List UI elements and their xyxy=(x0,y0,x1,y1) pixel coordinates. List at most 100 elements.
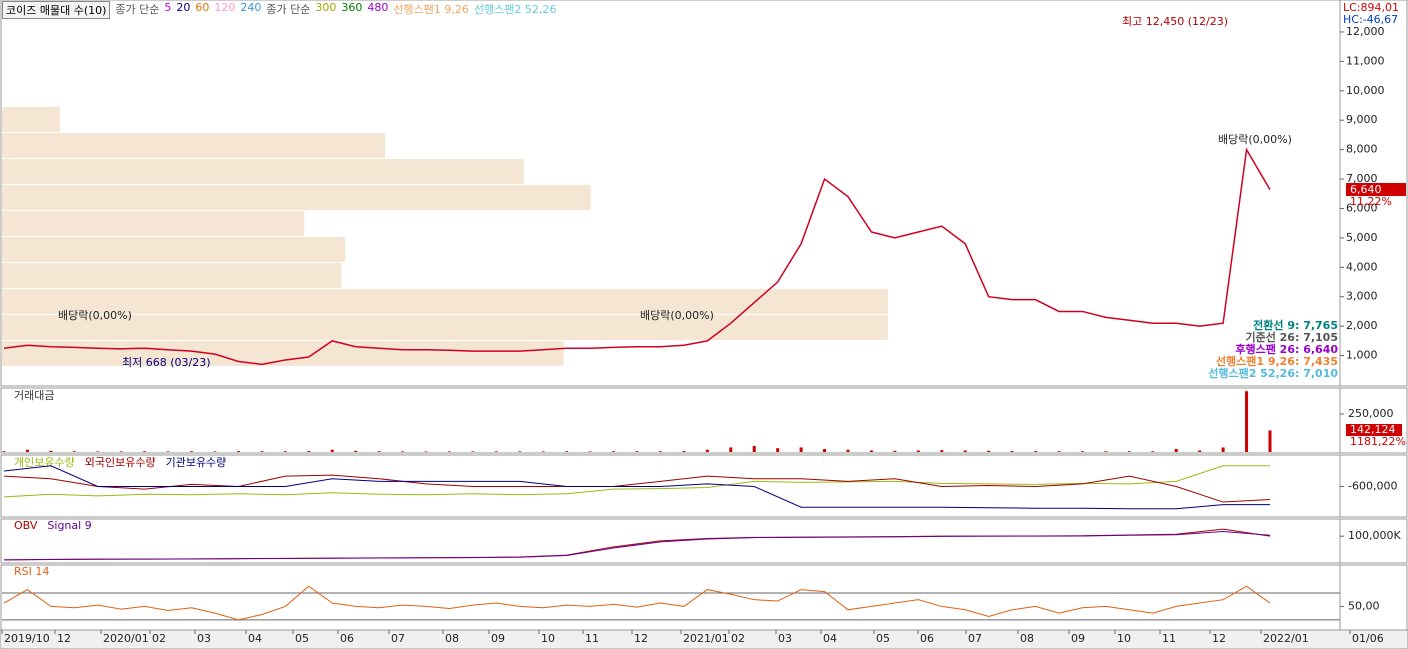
volume-bar xyxy=(565,451,569,452)
last-price: 6,640 xyxy=(1350,183,1382,196)
annotation-low: 최저 668 (03/23) xyxy=(122,356,211,369)
volume-bar xyxy=(1127,451,1131,452)
volume-bar xyxy=(752,445,756,452)
legend-item: 코이즈 매물대 수(10) xyxy=(2,1,111,19)
annotation-high: 최고 12,450 (12/23) xyxy=(1122,15,1228,28)
legend-item: 선행스팬2 52,26 xyxy=(473,3,557,16)
x-tick-label: 04 xyxy=(248,632,262,645)
volume-bar xyxy=(588,451,592,452)
volume-bar xyxy=(987,450,991,452)
y-tick-label: 100,000K xyxy=(1348,529,1401,542)
x-tick-label: 04 xyxy=(823,632,837,645)
x-tick-label: 02 xyxy=(152,632,166,645)
volume-bar xyxy=(471,451,475,452)
legend-item: 240 xyxy=(240,1,262,14)
volume-bar xyxy=(846,449,850,452)
panel-frame xyxy=(0,518,1408,564)
x-tick-label: 11 xyxy=(585,632,599,645)
legend-item: 120 xyxy=(214,1,236,14)
x-tick-label: 01/06 xyxy=(1352,632,1384,645)
volume-bar xyxy=(283,451,287,452)
volume-bar xyxy=(1034,451,1038,452)
legend-item: 5 xyxy=(164,1,172,14)
x-tick-label: 06 xyxy=(920,632,934,645)
volume-profile-bar xyxy=(2,341,564,366)
panel-title: OBV xyxy=(14,519,38,532)
volume-bar xyxy=(776,448,780,452)
price-box xyxy=(1346,183,1406,196)
y-tick-label: -600,000 xyxy=(1348,480,1397,493)
volume-bar xyxy=(49,450,53,452)
volume-bar xyxy=(1268,430,1272,452)
volume-bar xyxy=(612,451,616,452)
x-tick-label: 12 xyxy=(1212,632,1226,645)
volume-bar xyxy=(424,451,428,452)
volume-bar xyxy=(25,449,29,452)
x-tick-label: 10 xyxy=(541,632,555,645)
volume-profile-bar xyxy=(2,159,524,184)
volume-bar xyxy=(1174,448,1178,452)
volume-profile-bar xyxy=(2,315,888,340)
volume-bar xyxy=(1057,451,1061,452)
panel-title: 개인보유수량 xyxy=(14,456,75,469)
panel-frame xyxy=(0,454,1408,518)
x-tick-label: 2019/10 xyxy=(4,632,50,645)
volume-bar xyxy=(1245,391,1249,452)
x-tick-label: 08 xyxy=(445,632,459,645)
volume-bar xyxy=(307,451,311,452)
volume-bar xyxy=(1080,451,1084,452)
annotation-dividend: 배당락(0,00%) xyxy=(58,309,132,322)
y-tick-label: 2,000 xyxy=(1346,319,1378,332)
volume-profile-bar xyxy=(2,289,888,314)
x-tick-label: 09 xyxy=(491,632,505,645)
volume-bar xyxy=(354,450,358,452)
legend-item: 300 xyxy=(315,1,337,14)
y-tick-label: 4,000 xyxy=(1346,260,1378,273)
x-tick-label: 02 xyxy=(731,632,745,645)
x-tick-label: 08 xyxy=(1020,632,1034,645)
legend-item: 종가 단순 xyxy=(266,3,311,16)
volume-change: 1181,22% xyxy=(1350,435,1406,448)
panel-title: 외국인보유수량 xyxy=(85,456,156,469)
volume-bar xyxy=(213,451,217,452)
volume-bar xyxy=(494,451,498,452)
volume-profile-bar xyxy=(2,107,60,132)
last-volume: 142,124 xyxy=(1350,423,1396,436)
ichimoku-label: 전환선 9: 7,765 xyxy=(1253,318,1338,332)
ichimoku-label: 선행스팬1 9,26: 7,435 xyxy=(1216,354,1338,368)
volume-profile-bar xyxy=(2,133,386,158)
hc: HC:-46,67 xyxy=(1343,13,1398,26)
volume-profile-bar xyxy=(2,237,346,262)
y-tick-label: 1,000 xyxy=(1346,349,1378,362)
x-tick-label: 2021/01 xyxy=(683,632,729,645)
x-tick-label: 2022/01 xyxy=(1263,632,1309,645)
volume-bar xyxy=(869,450,873,452)
indicator-line xyxy=(3,530,1271,561)
y-tick-label: 10,000 xyxy=(1346,84,1385,97)
ichimoku-label: 후행스팬 26: 6,640 xyxy=(1235,342,1338,356)
panel-title: 기관보유수량 xyxy=(166,456,227,469)
volume-bar xyxy=(916,450,920,452)
volume-bar xyxy=(96,451,100,452)
indicator-line xyxy=(3,474,1271,503)
panel-frame xyxy=(0,387,1408,454)
x-tick-label: 07 xyxy=(968,632,982,645)
volume-bar xyxy=(1151,451,1155,452)
volume-bar xyxy=(72,451,76,452)
volume-bar xyxy=(1010,451,1014,452)
lc: LC:894,01 xyxy=(1343,1,1399,14)
x-tick-label: 06 xyxy=(340,632,354,645)
y-tick-label: 50,00 xyxy=(1348,599,1380,612)
x-tick-label: 09 xyxy=(1071,632,1085,645)
volume-bar xyxy=(893,450,897,452)
volume-bar xyxy=(377,451,381,452)
annotation-dividend: 배당락(0,00%) xyxy=(640,309,714,322)
volume-bar xyxy=(705,449,709,452)
x-tick-label: 03 xyxy=(197,632,211,645)
y-tick-label: 6,000 xyxy=(1346,201,1378,214)
volume-bar xyxy=(330,449,334,452)
legend-item: 선행스팬1 9,26 xyxy=(393,3,469,16)
panel-title: Signal 9 xyxy=(47,519,91,532)
volume-bar xyxy=(143,451,147,452)
